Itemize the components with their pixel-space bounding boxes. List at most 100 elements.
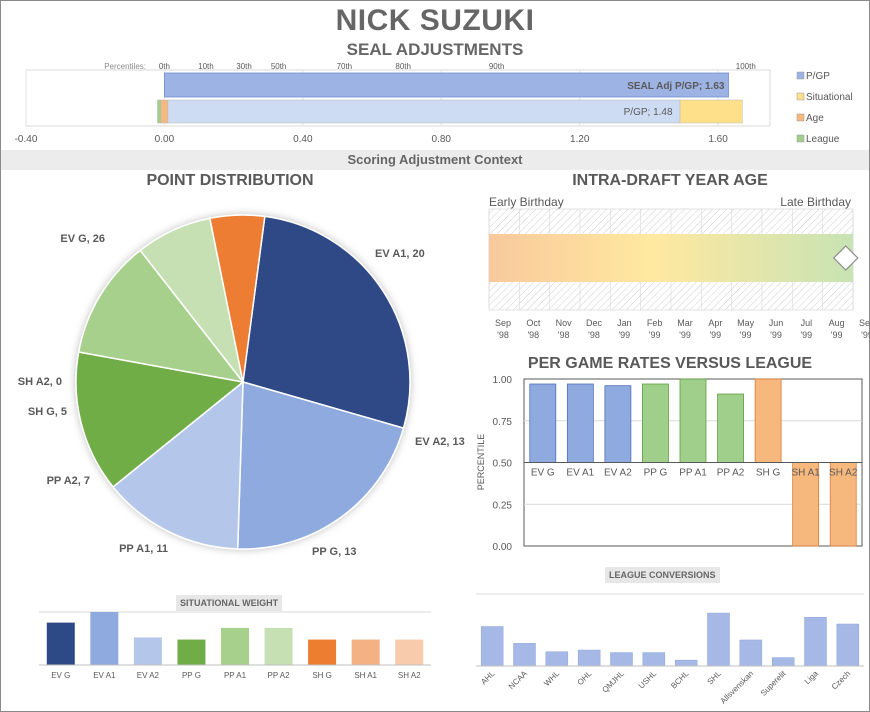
- rate-category-label: EV A1: [566, 468, 594, 479]
- y-axis-label: PERCENTILE: [476, 434, 486, 491]
- x-tick-label: 0.40: [293, 134, 313, 145]
- weight-category-label: SH A2: [398, 671, 421, 680]
- pie-slice: [236, 381, 405, 550]
- percentile-tick: 10th: [198, 62, 214, 71]
- league-conversions-chart: AHL NCAA WHL OHL QMJHL USHL BCHL SHLAllsvenskan…: [476, 593, 864, 706]
- league-bar: [545, 651, 569, 667]
- league-category-label: WHL: [542, 669, 561, 688]
- league-bar: [674, 659, 698, 667]
- rate-bar: [754, 378, 782, 463]
- league-conversions-title: LEAGUE CONVERSIONS: [605, 567, 720, 583]
- year-label: '99: [740, 330, 752, 340]
- month-label: Apr: [708, 318, 722, 328]
- weight-bar: [221, 627, 249, 665]
- year-label: '99: [618, 330, 630, 340]
- stack-segment-age: [160, 99, 169, 124]
- month-label: Oct: [526, 318, 541, 328]
- rate-category-label: PP A1: [679, 468, 707, 479]
- league-category-label: Liga: [803, 669, 820, 686]
- rate-category-label: PP G: [644, 468, 668, 479]
- rate-category-label: SH G: [756, 468, 781, 479]
- percentile-tick: 50th: [271, 62, 287, 71]
- weight-bar: [395, 639, 424, 665]
- weight-bar: [264, 627, 293, 665]
- page-subtitle: SEAL ADJUSTMENTS: [346, 40, 524, 59]
- rate-bar: [679, 378, 707, 463]
- league-category-label: USHL: [637, 669, 659, 691]
- point-distribution-chart: EV G, 26 EV A1, 20 EV A2, 13 PP G, 13 PP A1,…: [18, 214, 465, 558]
- rate-bar: [642, 383, 669, 463]
- seal-adjustments-chart: -0.40 0.00 0.40 0.80 1.20 1.60 Percentiles: 0th…: [15, 62, 853, 145]
- weight-category-label: EV A2: [137, 671, 160, 680]
- percentile-tick: 70th: [337, 62, 353, 71]
- year-label: '98: [588, 330, 600, 340]
- pie-slice: [242, 215, 411, 430]
- per-game-rates-chart: 1.00 0.75 0.50 0.25 0.00 PERCENTILE EV G EV A1 E…: [476, 375, 863, 553]
- seal-adj-bar: [164, 72, 729, 98]
- point-distribution-title: POINT DISTRIBUTION: [146, 172, 314, 189]
- percentile-tick: 30th: [236, 62, 252, 71]
- year-label: '99: [800, 330, 812, 340]
- league-category-label: NCAA: [507, 669, 530, 692]
- rate-category-label: EV A2: [604, 468, 632, 479]
- percentile-tick: 80th: [395, 62, 411, 71]
- age-gradient-bar: [489, 234, 853, 282]
- stack-segment-situational: [679, 99, 743, 124]
- league-bar: [804, 617, 827, 667]
- year-label: '98: [497, 330, 509, 340]
- rate-bar: [604, 385, 632, 463]
- league-bar: [577, 649, 601, 667]
- y-tick-label: 0.00: [493, 542, 513, 553]
- league-category-label: Superelit: [759, 669, 788, 698]
- rate-bar: [717, 393, 744, 463]
- intra-draft-title: INTRA-DRAFT YEAR AGE: [572, 172, 768, 189]
- y-tick-label: 0.50: [493, 459, 513, 470]
- month-label: Sep: [859, 318, 870, 328]
- legend-swatch: [796, 71, 805, 80]
- percentile-tick: 90th: [489, 62, 505, 71]
- y-tick-label: 1.00: [493, 375, 513, 386]
- y-tick-label: 0.75: [493, 417, 513, 428]
- legend-swatch: [796, 134, 805, 143]
- pie-slice: [112, 380, 244, 550]
- weight-category-label: PP A2: [268, 671, 291, 680]
- pie-slice: [75, 351, 245, 488]
- y-tick-label: 0.25: [493, 500, 513, 511]
- percentile-label: Percentiles:: [104, 62, 146, 71]
- rate-category-label: EV G: [531, 468, 555, 479]
- weight-bar: [46, 622, 75, 665]
- x-tick-label: 0.00: [155, 134, 175, 145]
- seal-adj-label: SEAL Adj P/GP; 1.63: [627, 81, 725, 92]
- weight-category-label: EV G: [51, 671, 70, 680]
- situational-weight-chart: EV G EV A1 EV A2 PP G PP A1 PP A2 SH G SH A1 SH …: [39, 611, 431, 680]
- pie-label: PP A1, 11: [119, 543, 168, 555]
- early-birthday-label: Early Birthday: [489, 195, 564, 209]
- month-label: Jan: [617, 318, 632, 328]
- legend-label: Situational: [806, 92, 853, 103]
- month-label: May: [737, 318, 755, 328]
- league-category-label: AHL: [479, 669, 497, 687]
- percentile-tick: 100th: [736, 62, 756, 71]
- pie-slice: [208, 214, 266, 383]
- stack-segment-pgp: [167, 99, 681, 124]
- pie-label: PP A2, 7: [47, 475, 90, 487]
- year-label: '99: [709, 330, 721, 340]
- legend-label: P/GP: [806, 71, 830, 82]
- year-label: '99: [861, 330, 870, 340]
- stack-segment-league: [157, 99, 162, 124]
- weight-category-label: SH A1: [354, 671, 377, 680]
- year-label: '99: [679, 330, 691, 340]
- league-bar: [836, 623, 860, 667]
- legend-label: Age: [806, 113, 824, 124]
- pie-group: [75, 214, 411, 550]
- month-label: Feb: [647, 318, 663, 328]
- section-band: Scoring Adjustment Context: [1, 150, 869, 170]
- percentile-tick: 0th: [159, 62, 170, 71]
- year-label: '99: [649, 330, 661, 340]
- rate-category-label: PP A2: [717, 468, 745, 479]
- intra-draft-age-chart: Early Birthday Late Birthday Sep '98 Oct '98 N…: [488, 195, 870, 340]
- weight-bar: [177, 639, 206, 665]
- league-category-label: QMJHL: [600, 669, 626, 695]
- rate-bar: [792, 462, 820, 547]
- league-bar: [642, 652, 666, 667]
